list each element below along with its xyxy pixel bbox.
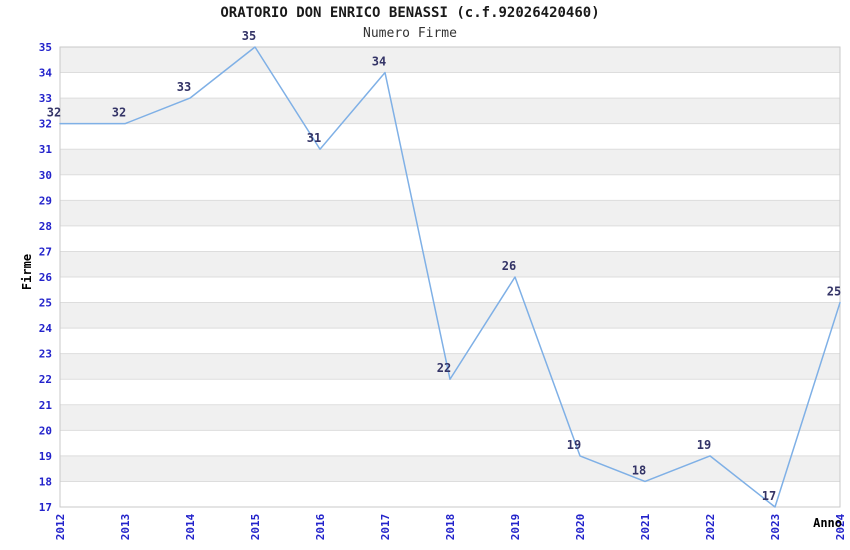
chart-title: ORATORIO DON ENRICO BENASSI (c.f.9202642… [220, 5, 600, 21]
point-value-label: 26 [502, 259, 516, 273]
point-value-label: 18 [632, 463, 646, 477]
band [60, 47, 840, 73]
point-value-label: 34 [372, 55, 386, 69]
x-tick-label: 2016 [314, 513, 327, 540]
point-value-label: 31 [307, 131, 321, 145]
x-tick-label: 2015 [249, 514, 262, 541]
band [60, 149, 840, 175]
y-tick-label: 27 [39, 245, 52, 258]
point-value-label: 25 [827, 285, 841, 299]
y-tick-label: 33 [39, 92, 52, 105]
x-tick-label: 2019 [509, 514, 522, 541]
y-tick-label: 21 [39, 399, 53, 412]
band [60, 455, 840, 482]
point-value-label: 32 [112, 106, 126, 120]
x-tick-label: 2013 [119, 514, 132, 541]
band [60, 200, 840, 226]
y-tick-label: 25 [39, 297, 52, 310]
y-tick-label: 17 [39, 501, 52, 514]
x-axis-label: Anno [813, 516, 842, 530]
point-value-label: 32 [47, 106, 61, 120]
x-tick-label: 2012 [54, 514, 67, 541]
y-tick-label: 32 [39, 118, 52, 131]
y-tick-label: 23 [39, 348, 52, 361]
band [60, 251, 840, 277]
y-tick-label: 30 [39, 169, 52, 182]
y-tick-label: 29 [39, 194, 52, 207]
band [60, 302, 840, 329]
data-line [59, 46, 841, 508]
y-tick-label: 31 [39, 143, 53, 156]
y-tick-label: 35 [39, 41, 52, 54]
y-tick-label: 24 [39, 322, 53, 335]
point-value-label: 19 [567, 438, 581, 452]
y-tick-label: 22 [39, 373, 52, 386]
x-tick-label: 2021 [639, 513, 652, 540]
point-value-label: 17 [762, 489, 776, 503]
band [60, 353, 840, 380]
chart-subtitle: Numero Firme [363, 26, 457, 41]
y-tick-label: 18 [39, 475, 52, 488]
y-tick-label: 26 [39, 271, 53, 284]
point-value-label: 33 [177, 80, 191, 94]
x-tick-label: 2022 [704, 514, 717, 541]
x-tick-label: 2014 [184, 513, 197, 540]
point-value-label: 35 [242, 29, 256, 43]
band [60, 98, 840, 124]
point-value-label: 22 [437, 361, 451, 375]
y-tick-label: 20 [39, 424, 52, 437]
band [60, 404, 840, 431]
x-tick-label: 2023 [769, 514, 782, 541]
point-value-label: 19 [697, 438, 711, 452]
x-tick-label: 2018 [444, 514, 457, 541]
x-tick-label: 2020 [574, 514, 587, 541]
x-tick-label: 2024 [834, 513, 847, 540]
y-tick-label: 19 [39, 450, 52, 463]
y-tick-label: 34 [39, 67, 53, 80]
y-tick-label: 28 [39, 220, 52, 233]
plot-border [59, 46, 841, 508]
x-tick-label: 2017 [379, 514, 392, 541]
